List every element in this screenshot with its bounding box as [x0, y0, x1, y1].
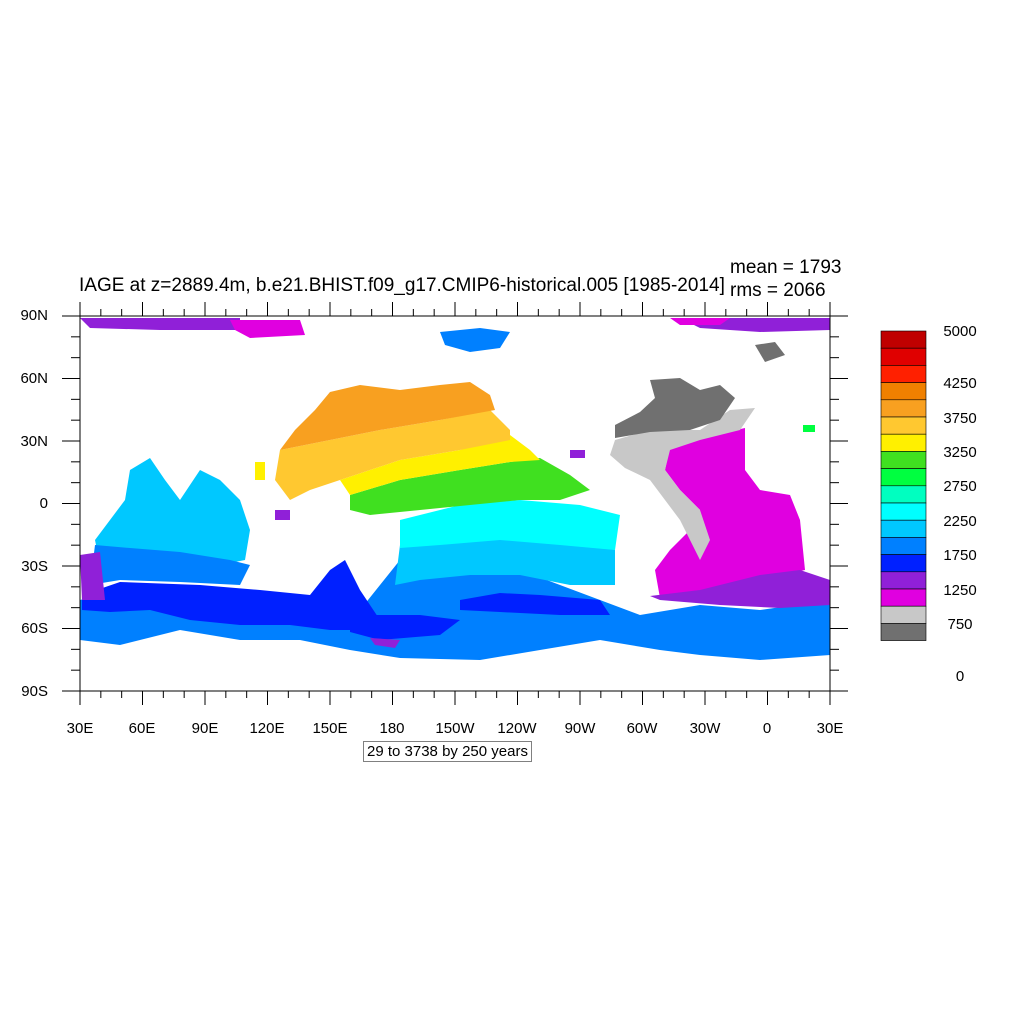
lat-label: 60N [20, 370, 48, 387]
map-title: IAGE at z=2889.4m, b.e21.BHIST.f09_g17.C… [79, 275, 725, 296]
indian-purple-edge [80, 552, 105, 600]
south-pacific-cyan-region [400, 500, 620, 550]
axis-ticks [62, 302, 848, 705]
pacific-yellow-band [340, 435, 540, 495]
lon-label: 120E [249, 720, 285, 737]
colorbar-label: 5000 [943, 323, 977, 340]
arctic-magenta-region-2 [670, 318, 730, 325]
colorbar-swatch [880, 588, 927, 607]
colorbar-swatch [880, 347, 927, 366]
atlantic-magenta-region [655, 428, 805, 598]
lat-label: 30S [21, 558, 48, 575]
colorbar-swatch [880, 433, 927, 452]
lon-label: 60E [128, 720, 156, 737]
colorbar-swatch [880, 623, 927, 641]
colorbar-swatch [880, 365, 927, 383]
stat-rms: rms = 2066 [730, 280, 826, 301]
purple-strip-south [370, 638, 400, 648]
map-fields [80, 318, 830, 660]
pacific-green-region [350, 458, 590, 515]
contour-info-box: 29 to 3738 by 250 years [363, 741, 532, 762]
lon-label: 30E [66, 720, 94, 737]
indian-ocean-lightblue-region [95, 458, 250, 565]
lon-label: 60W [626, 720, 658, 737]
southern-ocean-darkblue-region-3 [350, 615, 460, 640]
colorbar-swatch [880, 502, 927, 521]
lon-label: 180 [379, 720, 405, 737]
southern-ocean-darkblue-region [82, 560, 380, 630]
arctic-magenta-region [230, 320, 305, 338]
colorbar-label: 0 [955, 668, 965, 685]
arctic-darkgray-patch [755, 342, 785, 362]
lon-label: 120W [497, 720, 537, 737]
lat-label: 0 [39, 495, 48, 512]
lon-label: 150W [435, 720, 475, 737]
south-pacific-lightblue-region [395, 535, 615, 585]
north-pacific-orange-region [280, 382, 495, 450]
colorbar-swatch [880, 519, 927, 538]
colorbar-label: 2750 [943, 478, 977, 495]
stat-mean: mean = 1793 [730, 257, 842, 278]
lon-label: 150E [312, 720, 348, 737]
colorbar-label: 1250 [943, 582, 977, 599]
colorbar-label: 1750 [943, 547, 977, 564]
atlantic-green-patch [803, 425, 815, 432]
arctic-blue-patch [440, 328, 510, 352]
colorbar-label: 2250 [943, 513, 977, 530]
caribbean-purple-patch [570, 450, 585, 458]
lat-label: 30N [20, 433, 48, 450]
indian-ocean-blue-region [90, 545, 250, 585]
lon-label: 30W [689, 720, 721, 737]
lat-label: 60S [21, 620, 48, 637]
colorbar-swatch [880, 605, 927, 624]
colorbar-swatch [880, 451, 927, 469]
lon-label: 90E [191, 720, 219, 737]
colorbar-swatch [880, 399, 927, 418]
atlantic-purple-region [650, 570, 830, 608]
colorbar-label: 3750 [943, 410, 977, 427]
lon-label: 30E [816, 720, 844, 737]
colorbar-label: 750 [947, 616, 973, 633]
lat-label: 90S [21, 683, 48, 700]
colorbar-swatch [880, 468, 927, 487]
north-atlantic-darkgray-region [615, 378, 735, 438]
south-china-sea-yellow-patch [255, 462, 265, 480]
colorbar-label: 3250 [943, 444, 977, 461]
colorbar-swatch [880, 485, 927, 504]
colorbar-swatch [880, 416, 927, 435]
lat-label: 90N [20, 307, 48, 324]
southern-ocean-blue-region [80, 560, 830, 660]
arctic-purple-region [80, 318, 240, 330]
lon-label: 90W [564, 720, 596, 737]
colorbar-swatch [880, 330, 927, 349]
pacific-gold-region [275, 410, 510, 500]
colorbar-swatch [880, 382, 927, 401]
colorbar-swatch [880, 537, 927, 555]
lon-label: 0 [762, 720, 772, 737]
southern-ocean-darkblue-region-2 [460, 593, 610, 615]
colorbar-swatch [880, 554, 927, 573]
colorbar [880, 330, 927, 641]
colorbar-swatch [880, 571, 927, 590]
north-atlantic-gray-region [610, 408, 755, 560]
indonesia-purple-patch [275, 510, 290, 520]
colorbar-label: 4250 [943, 375, 977, 392]
